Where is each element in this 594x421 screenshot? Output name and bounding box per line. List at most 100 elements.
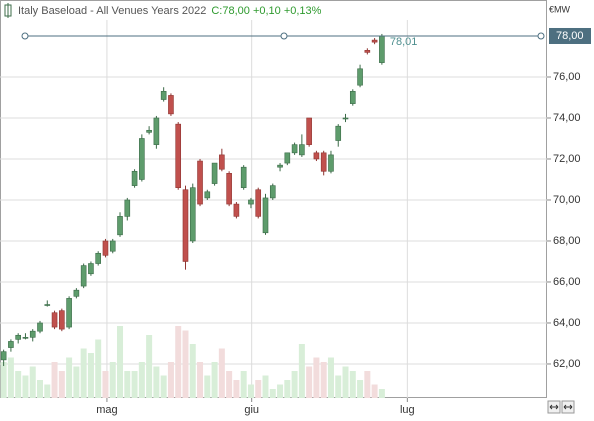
candle-body: [139, 138, 145, 180]
volume-bar: [364, 371, 371, 398]
candle-body: [284, 152, 291, 164]
volume-bar: [349, 371, 356, 398]
overlay: 78,00 78,01: [21, 27, 591, 48]
candle-body: [320, 152, 327, 172]
candle-body: [88, 263, 94, 275]
volume-bar: [255, 380, 262, 398]
volume-bar: [313, 357, 320, 398]
volume-bar: [218, 348, 225, 398]
candle-body: [102, 240, 109, 256]
candle-body: [364, 50, 371, 53]
candle-body: [197, 160, 203, 205]
volume-bar: [226, 371, 233, 398]
candle-body: [291, 144, 298, 154]
volume-bar: [73, 366, 80, 398]
candles: [0, 33, 385, 367]
quote: C:78,00 +0,10 +0,13%: [211, 5, 321, 17]
volume-bar: [51, 362, 58, 398]
candle-body: [313, 152, 320, 160]
line-handle: [21, 32, 29, 40]
line-handle: [280, 32, 288, 40]
candle-body: [95, 252, 101, 264]
candle-body: [22, 337, 29, 339]
volume-bar: [87, 353, 94, 398]
candle-body: [255, 189, 262, 217]
volume-bar: [15, 371, 22, 398]
volume-bar: [22, 375, 29, 398]
candle-body: [371, 39, 378, 43]
volume-bar: [167, 362, 174, 398]
x-tick-label: giu: [244, 404, 259, 416]
volume-bar: [102, 371, 109, 398]
candle-body: [0, 351, 7, 361]
volume-bar: [66, 357, 73, 398]
volume-bar: [182, 330, 189, 398]
candle-body: [269, 185, 276, 199]
candle-body: [248, 199, 254, 205]
candle-body: [153, 117, 160, 145]
plot-frame: [0, 0, 547, 398]
candle-body: [335, 125, 342, 141]
volume-bar: [327, 357, 334, 398]
candle-body: [8, 341, 14, 348]
y-tick-label: 72,00: [553, 153, 581, 165]
candle-body: [342, 117, 349, 120]
candle-body: [219, 154, 225, 170]
y-tick-label: 74,00: [553, 112, 581, 124]
price-box: [549, 27, 591, 44]
x-tick-label: mag: [96, 404, 117, 416]
candle-body: [379, 35, 385, 63]
candle-body: [160, 91, 167, 100]
candle-body: [59, 310, 65, 330]
volume-bar: [197, 362, 204, 398]
candle-body: [328, 154, 334, 172]
volume-bar: [153, 366, 160, 398]
candle-body: [277, 164, 283, 168]
candle-body: [80, 265, 87, 287]
candle-body: [349, 91, 356, 104]
price-box-label: 78,00: [556, 30, 584, 42]
scroll-buttons[interactable]: [547, 400, 575, 414]
volume-bar: [0, 362, 7, 398]
y-tick-label: 76,00: [553, 71, 581, 83]
chart-title: Italy Baseload - All Venues Years 2022: [18, 5, 206, 17]
volume-bar: [124, 371, 131, 398]
volume-bar: [342, 366, 349, 398]
volume-bar: [211, 362, 218, 398]
volume-bar: [269, 389, 276, 398]
candle-body: [131, 170, 138, 186]
y-tick-label: 64,00: [553, 317, 581, 329]
candle-body: [204, 191, 211, 199]
candle-body: [299, 144, 305, 156]
volume-bar: [240, 371, 247, 398]
volume-bar: [306, 366, 313, 398]
candle-body: [117, 216, 123, 236]
y-tick-label: 66,00: [553, 276, 581, 288]
volume-bar: [175, 326, 182, 398]
volume-bar: [335, 375, 342, 398]
candle-body: [306, 117, 312, 145]
y-tick-label: 68,00: [553, 235, 581, 247]
candle-body: [262, 197, 269, 234]
candle-body: [15, 334, 21, 340]
candle-body: [189, 187, 196, 242]
volume-bar: [117, 326, 124, 398]
volume-bar: [138, 362, 145, 398]
volume-bars: [0, 326, 385, 398]
volume-bar: [146, 335, 153, 398]
candle-body: [240, 166, 247, 188]
candle-body: [182, 189, 189, 262]
candle-body: [146, 129, 152, 133]
candle-body: [44, 304, 51, 306]
title-icon: [4, 3, 12, 18]
volume-bar: [58, 371, 65, 398]
y-tick-label: 62,00: [553, 358, 581, 370]
volume-bar: [95, 339, 102, 398]
volume-bar: [80, 348, 87, 398]
candle-body: [233, 203, 240, 217]
line-handle: [537, 32, 545, 40]
volume-bar: [29, 366, 36, 398]
volume-bar: [131, 371, 138, 398]
candle-body: [226, 173, 232, 205]
